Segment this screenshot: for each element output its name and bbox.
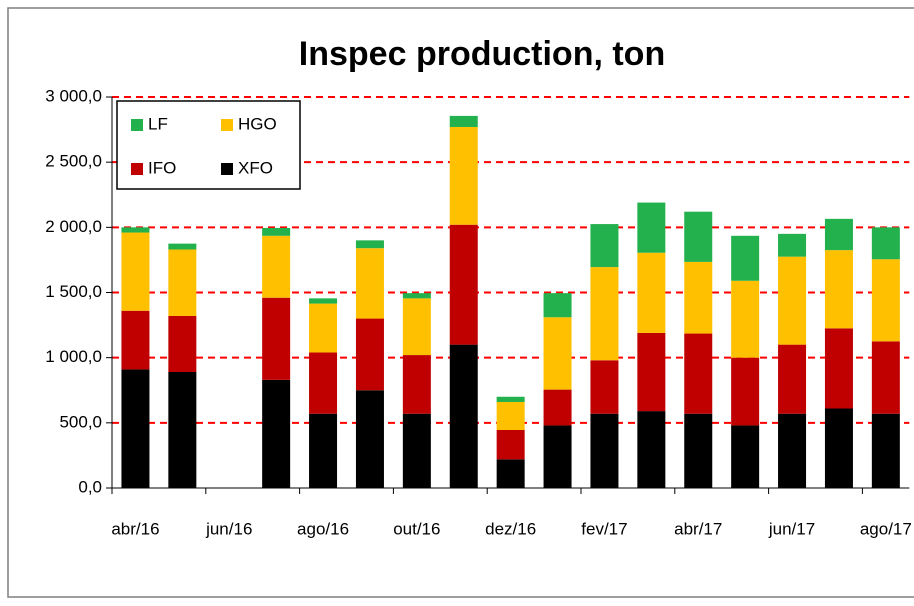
bar-segment <box>824 250 853 329</box>
bar-segment <box>543 293 572 318</box>
bar-segment <box>684 211 713 262</box>
bar-segment <box>637 202 666 253</box>
legend-label: IFO <box>148 158 176 177</box>
x-tick-label: ago/17 <box>860 519 912 538</box>
bar-segment <box>871 413 900 488</box>
bar-segment <box>824 408 853 488</box>
bar-segment <box>309 413 338 488</box>
bar-segment <box>121 232 150 311</box>
bar-segment <box>496 459 525 488</box>
bar-segment <box>262 379 291 488</box>
bar-segment <box>637 332 666 412</box>
bar-segment <box>309 352 338 414</box>
bar-segment <box>402 293 431 299</box>
y-tick-label: 1 000,0 <box>45 347 102 366</box>
bar-segment <box>168 315 197 373</box>
bar-segment <box>121 369 150 488</box>
legend-label: HGO <box>238 114 277 133</box>
legend-swatch <box>131 163 143 175</box>
bar-segment <box>871 259 900 342</box>
bar-segment <box>543 389 572 426</box>
bar-segment <box>731 425 760 488</box>
y-tick-label: 2 500,0 <box>45 152 102 171</box>
bar-segment <box>168 243 197 250</box>
bar-segment <box>402 298 431 356</box>
bar-segment <box>731 357 760 426</box>
bar-segment <box>262 235 291 298</box>
bar-segment <box>309 298 338 304</box>
bar-segment <box>168 372 197 488</box>
bar-segment <box>778 344 807 414</box>
y-tick-label: 500,0 <box>59 412 102 431</box>
chart-title: Inspec production, ton <box>299 35 665 73</box>
bar-segment <box>590 360 619 414</box>
bar-segment <box>355 240 384 249</box>
x-tick-label: abr/16 <box>111 519 159 538</box>
x-tick-label: jun/17 <box>768 519 815 538</box>
x-tick-label: jun/16 <box>205 519 252 538</box>
bar-segment <box>684 413 713 488</box>
bar-segment <box>355 390 384 488</box>
bar-segment <box>449 115 478 127</box>
bar-segment <box>637 411 666 488</box>
bar-segment <box>449 344 478 488</box>
bar-segment <box>684 261 713 334</box>
bar-segment <box>262 297 291 380</box>
bar-segment <box>121 227 150 233</box>
bar-segment <box>824 218 853 251</box>
y-tick-label: 3 000,0 <box>45 86 102 105</box>
bar-segment <box>637 252 666 333</box>
x-tick-label: ago/16 <box>297 519 349 538</box>
legend-swatch <box>221 119 233 131</box>
x-tick-label: out/16 <box>393 519 440 538</box>
bar-segment <box>262 227 291 236</box>
bar-segment <box>543 425 572 488</box>
bar-segment <box>168 249 197 316</box>
bar-segment <box>449 224 478 345</box>
bar-segment <box>731 235 760 281</box>
x-tick-label: abr/17 <box>674 519 722 538</box>
bar-segment <box>402 413 431 488</box>
bar-segment <box>496 401 525 431</box>
legend-label: LF <box>148 114 168 133</box>
bar-segment <box>355 248 384 319</box>
bar-segment <box>778 413 807 488</box>
legend-swatch <box>131 119 143 131</box>
bar-segment <box>496 430 525 460</box>
x-tick-label: fev/17 <box>581 519 627 538</box>
y-tick-label: 1 500,0 <box>45 282 102 301</box>
bar-segment <box>778 233 807 257</box>
bar-segment <box>496 396 525 402</box>
bar-segment <box>824 328 853 409</box>
bar-segment <box>778 256 807 345</box>
legend-box <box>116 100 301 190</box>
bar-segment <box>871 227 900 260</box>
bar-segment <box>449 126 478 225</box>
bar-segment <box>402 355 431 414</box>
bar-segment <box>355 318 384 391</box>
bar-segment <box>590 413 619 488</box>
bar-segment <box>309 303 338 353</box>
bar-segment <box>871 341 900 414</box>
bar-segment <box>590 267 619 361</box>
y-tick-label: 2 000,0 <box>45 217 102 236</box>
bar-segment <box>731 280 760 358</box>
bar-segment <box>121 310 150 370</box>
legend-label: XFO <box>238 158 273 177</box>
legend-swatch <box>221 163 233 175</box>
bar-segment <box>684 333 713 414</box>
x-tick-label: dez/16 <box>485 519 536 538</box>
bar-segment <box>543 317 572 390</box>
y-tick-label: 0,0 <box>78 477 102 496</box>
bar-segment <box>590 224 619 268</box>
